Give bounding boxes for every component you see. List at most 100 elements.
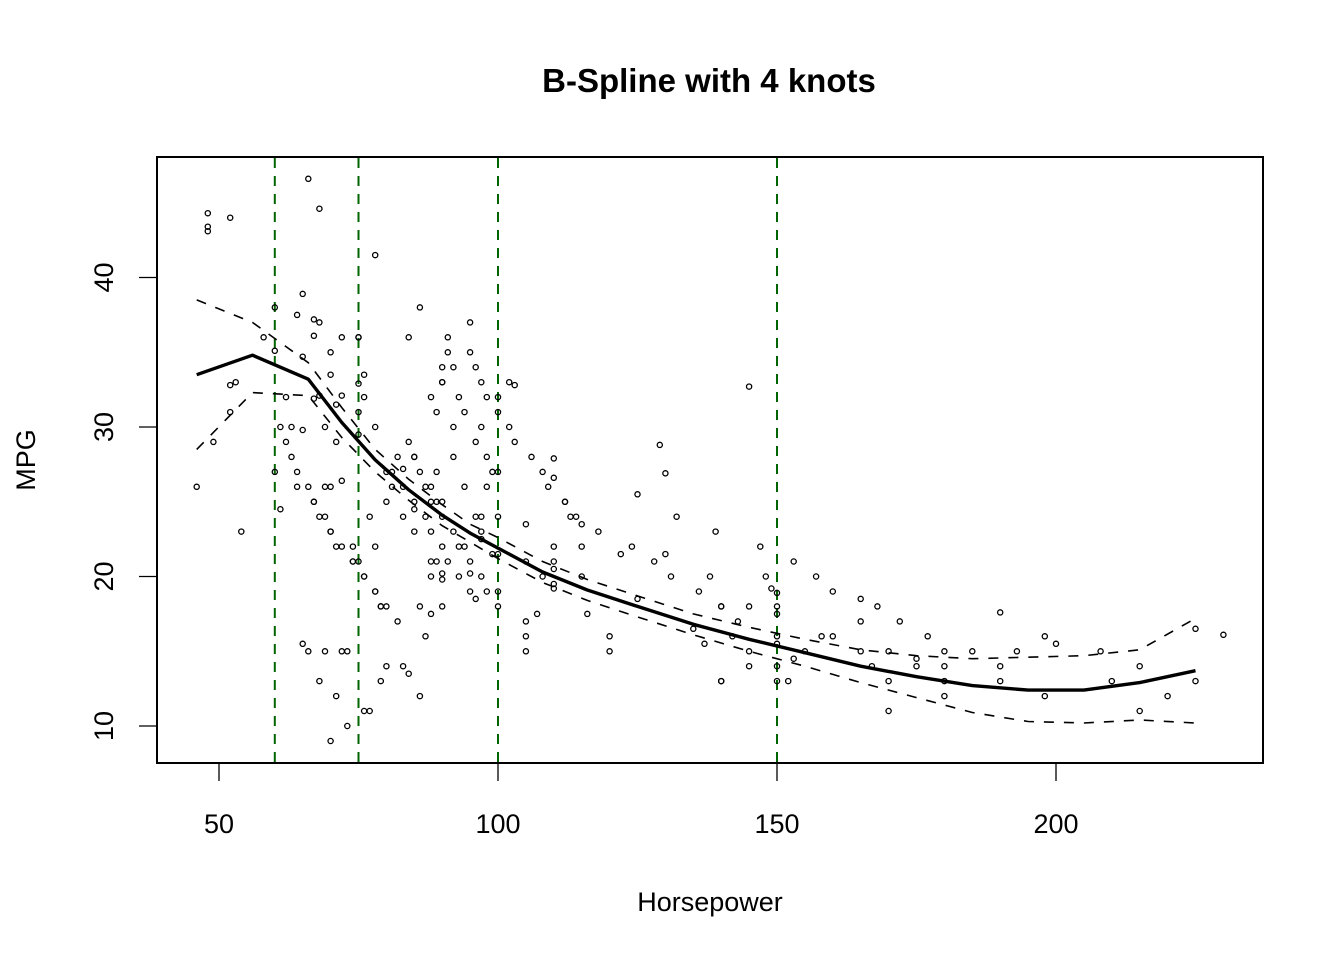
- data-point: [321, 648, 329, 655]
- data-point: [478, 513, 485, 520]
- data-point: [238, 528, 245, 535]
- data-point: [416, 304, 424, 311]
- data-point: [550, 474, 558, 482]
- scatter-points: [193, 175, 1227, 745]
- data-point: [366, 707, 373, 715]
- data-point: [388, 483, 396, 491]
- data-point: [411, 453, 418, 461]
- data-point: [355, 408, 362, 416]
- data-point: [745, 648, 753, 655]
- data-point: [511, 381, 518, 389]
- plot-frame: [156, 156, 1264, 764]
- data-point: [310, 498, 318, 506]
- data-point: [712, 528, 719, 535]
- data-point: [271, 304, 279, 311]
- data-point: [405, 670, 412, 677]
- data-point: [416, 603, 424, 610]
- data-point: [829, 633, 837, 640]
- data-point: [444, 334, 452, 341]
- data-point: [450, 363, 457, 371]
- data-point: [472, 438, 479, 446]
- y-tick-label: 10: [89, 711, 119, 741]
- data-point: [650, 558, 658, 565]
- data-point: [416, 468, 424, 476]
- x-axis-label: Horsepower: [637, 887, 783, 917]
- data-point: [745, 662, 753, 670]
- data-point: [338, 334, 346, 341]
- data-point: [494, 603, 502, 610]
- data-point: [438, 363, 446, 371]
- data-point: [461, 408, 468, 416]
- data-point: [494, 588, 502, 595]
- data-point: [528, 453, 535, 461]
- data-point: [941, 648, 948, 655]
- data-point: [1052, 640, 1060, 648]
- data-point: [377, 677, 385, 685]
- data-point: [377, 603, 385, 610]
- data-point: [885, 707, 892, 715]
- data-point: [332, 438, 340, 446]
- data-point: [818, 633, 825, 640]
- data-point: [305, 483, 312, 491]
- data-point: [210, 438, 217, 446]
- data-point: [522, 520, 530, 528]
- data-point: [422, 513, 429, 520]
- data-point: [812, 573, 820, 580]
- data-point: [1136, 662, 1143, 670]
- data-point: [349, 543, 357, 550]
- data-point: [667, 573, 675, 580]
- y-tick-label: 40: [89, 262, 119, 292]
- data-point: [656, 441, 664, 449]
- data-point: [829, 588, 837, 595]
- data-point: [327, 349, 334, 356]
- data-point: [204, 223, 212, 230]
- data-point: [394, 618, 401, 625]
- data-point: [226, 381, 234, 389]
- data-point: [1164, 692, 1171, 700]
- data-point: [332, 692, 340, 700]
- data-point: [628, 543, 636, 550]
- data-point: [924, 633, 931, 640]
- data-point: [757, 543, 764, 550]
- data-point: [232, 378, 239, 386]
- data-point: [996, 662, 1004, 670]
- data-point: [896, 618, 904, 625]
- data-point: [1041, 633, 1049, 640]
- data-point: [338, 648, 346, 655]
- data-point: [327, 737, 334, 745]
- chart-title: B-Spline with 4 knots: [542, 62, 876, 99]
- data-point: [360, 573, 368, 580]
- data-point: [1220, 631, 1227, 639]
- data-point: [399, 465, 407, 473]
- data-point: [634, 491, 641, 498]
- data-point: [316, 319, 323, 326]
- data-point: [299, 290, 306, 298]
- data-point: [405, 438, 412, 446]
- data-point: [427, 610, 435, 618]
- data-point: [483, 453, 491, 461]
- data-point: [438, 378, 446, 386]
- data-point: [773, 610, 781, 618]
- data-point: [717, 603, 725, 610]
- data-point: [773, 603, 781, 610]
- x-tick-label: 50: [204, 809, 234, 839]
- data-point: [784, 677, 792, 685]
- data-point: [293, 311, 301, 319]
- data-point: [857, 618, 864, 625]
- data-point: [344, 722, 351, 730]
- data-point: [427, 573, 435, 580]
- data-point: [1136, 707, 1143, 715]
- data-point: [360, 393, 368, 401]
- data-point: [857, 595, 864, 603]
- data-point: [399, 662, 407, 670]
- data-point: [1192, 677, 1199, 685]
- data-point: [277, 423, 284, 431]
- data-point: [996, 609, 1004, 616]
- x-tick-label: 100: [475, 809, 520, 839]
- data-point: [745, 603, 753, 610]
- data-point: [226, 214, 234, 221]
- data-point: [433, 558, 440, 565]
- y-axis-label: MPG: [11, 429, 41, 491]
- data-point: [455, 573, 463, 580]
